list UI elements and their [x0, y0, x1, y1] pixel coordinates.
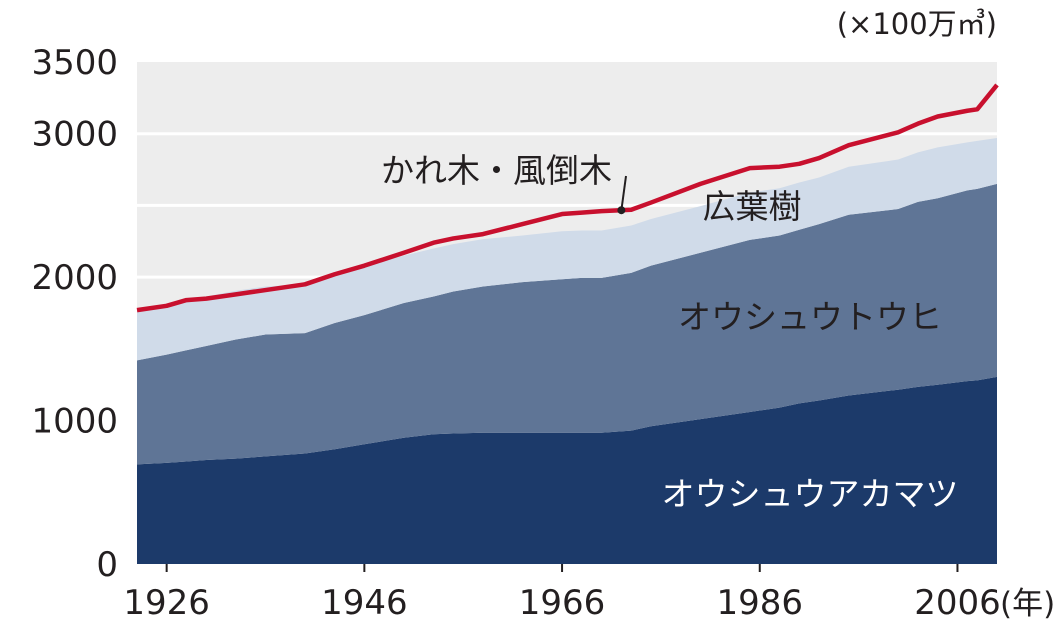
annotation-leader [620, 175, 627, 211]
line-series [136, 83, 999, 313]
x-tick-label: 2006 [914, 583, 1001, 623]
series-label: 広葉樹 [703, 187, 802, 226]
area-series-1 [137, 376, 997, 564]
x-tick-label: 1986 [716, 583, 803, 623]
series-lines [136, 83, 999, 313]
y-tick-label: 0 [96, 545, 118, 585]
x-unit-label: (年) [1000, 586, 1055, 622]
y-tick-label: 2000 [31, 258, 118, 298]
y-tick-label: 3500 [31, 43, 118, 83]
x-tick-label: 1946 [321, 583, 408, 623]
x-axis: 1926 1946 1966 1986 2006 [123, 564, 1001, 623]
y-axis: 0 1000 2000 3000 3500 [31, 43, 118, 585]
annotation-dot [617, 206, 626, 215]
area-series-3 [137, 138, 997, 361]
stacked-areas [137, 138, 997, 564]
area-series-2 [137, 183, 997, 465]
y-tick-label: 1000 [31, 402, 118, 442]
annotation-label: かれ木・風倒木 [381, 151, 612, 190]
x-tick-label: 1966 [519, 583, 606, 623]
series-label: オウシュウトウヒ [678, 298, 942, 337]
series-label: オウシュウアカマツ [662, 474, 959, 513]
unit-label: (×100万㎥) [837, 7, 997, 41]
y-tick-label: 3000 [31, 115, 118, 155]
x-tick-label: 1926 [123, 583, 210, 623]
